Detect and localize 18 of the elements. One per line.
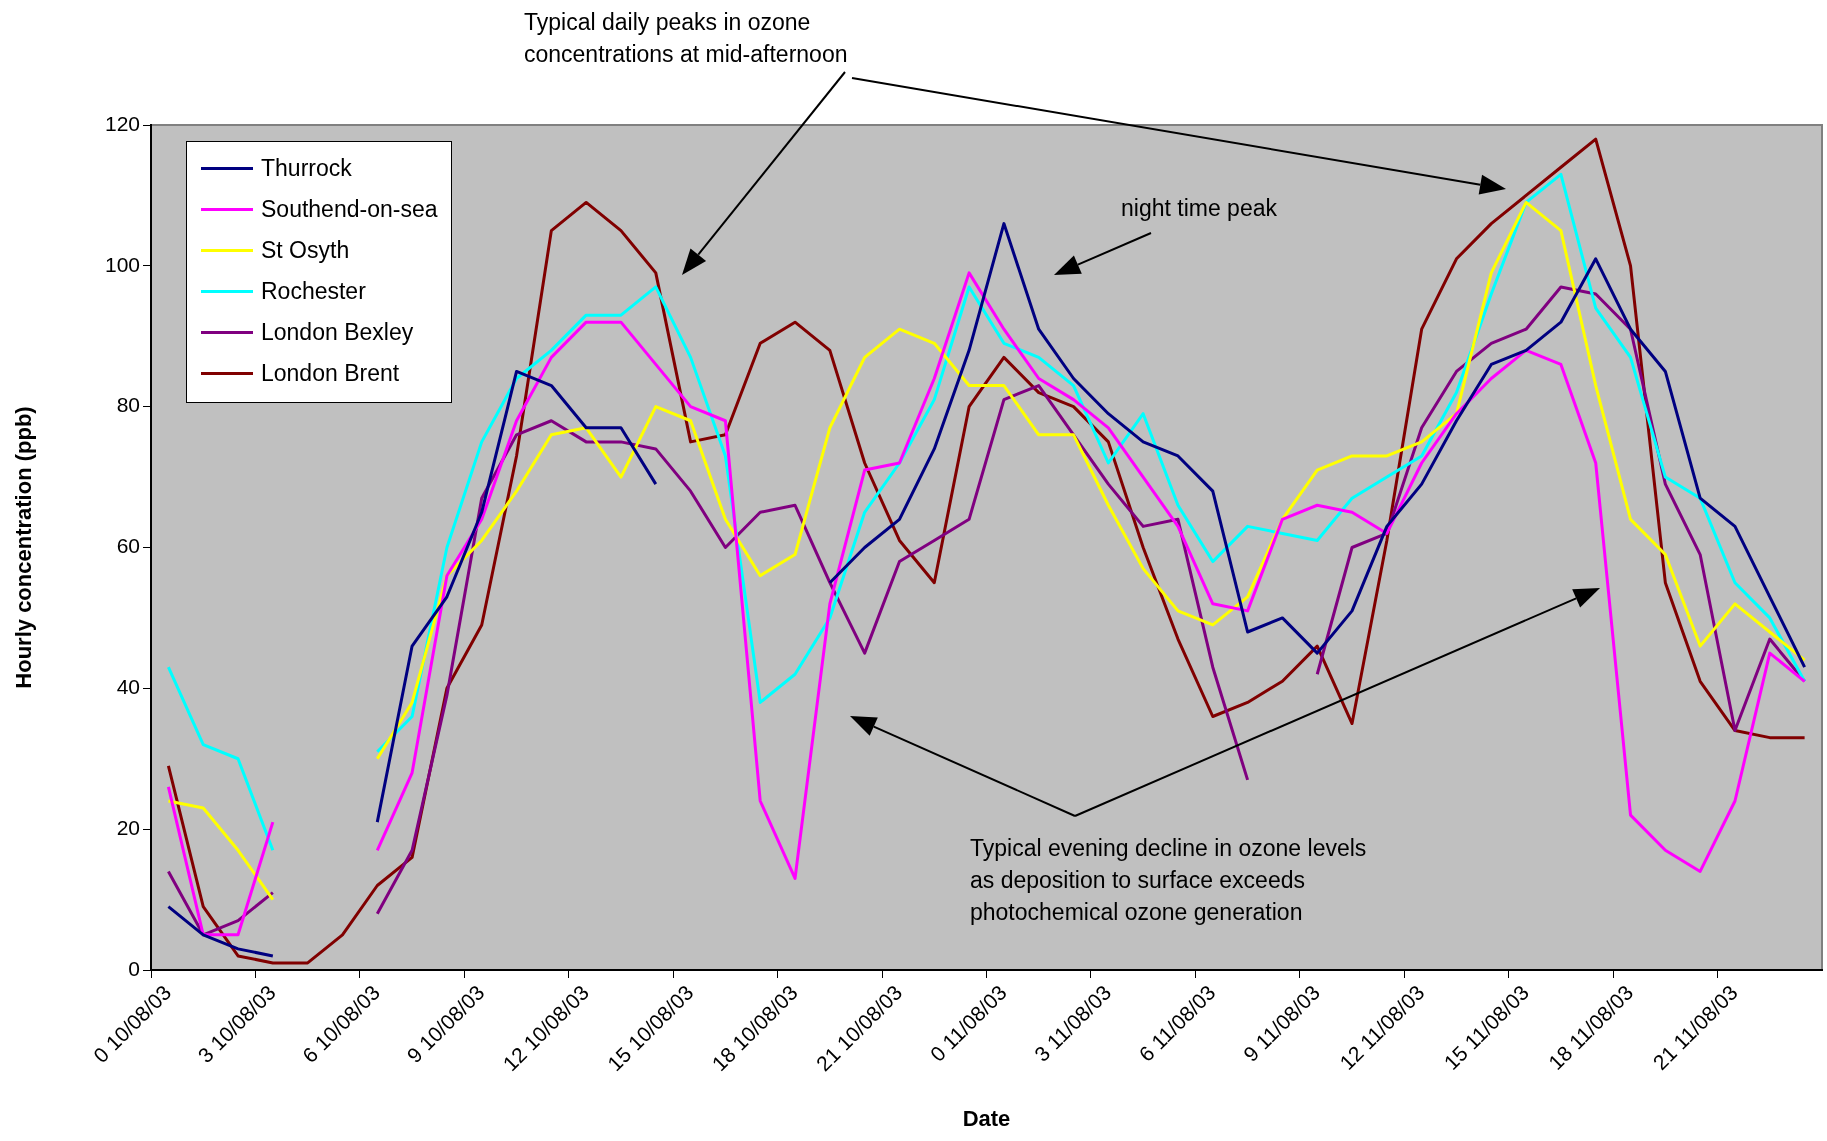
legend-label: St Osyth <box>261 237 350 264</box>
y-tick-label: 60 <box>116 534 140 558</box>
y-tick-label: 100 <box>104 252 140 276</box>
y-tick-label: 80 <box>116 393 140 417</box>
text: Typical daily peaks in ozone concentrations at mid-afternoon <box>524 8 848 69</box>
y-tick-label: 40 <box>116 675 140 699</box>
y-tick-label: 120 <box>104 111 140 135</box>
y-axis-title: Hourly concentration (ppb) <box>11 406 37 689</box>
legend-label: Thurrock <box>261 155 352 182</box>
legend-label: London Brent <box>261 360 400 387</box>
x-axis-title: Date <box>962 1105 1011 1131</box>
annotation: Typical evening decline in ozone levels as deposition to surface exceeds photochemical ozone generation <box>970 834 1367 927</box>
legend-label: Southend-on-sea <box>261 196 438 223</box>
legend-label: Rochester <box>261 278 366 305</box>
legend-label: London Bexley <box>261 319 414 346</box>
y-tick-label: 20 <box>116 815 140 839</box>
annotation: night time peak <box>1121 194 1277 223</box>
y-tick-label: 0 <box>128 956 140 980</box>
